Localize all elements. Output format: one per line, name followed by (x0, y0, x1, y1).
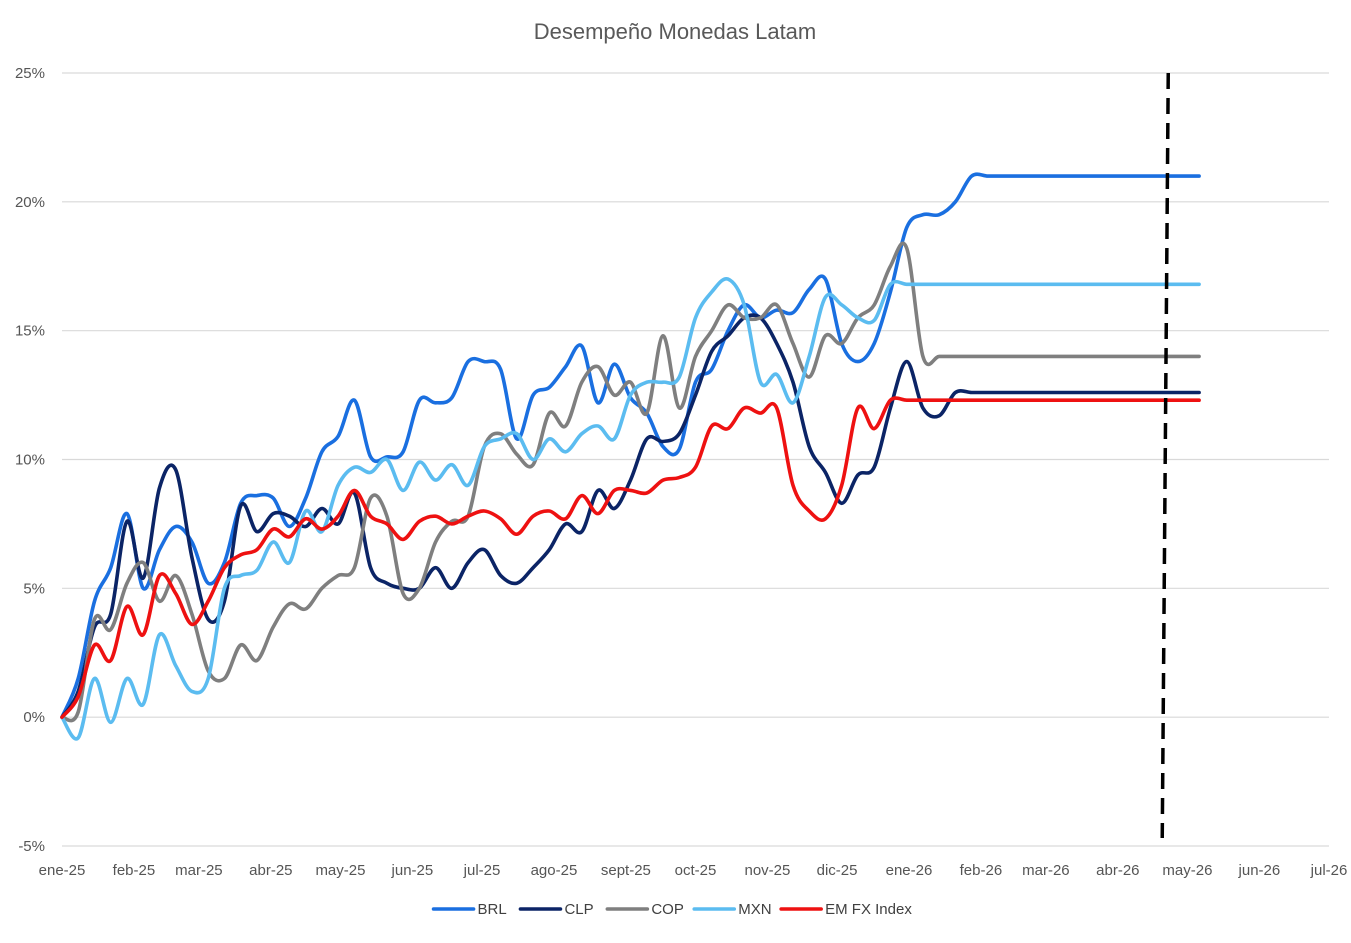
y-tick-label: 20% (15, 194, 45, 211)
series-lines (60, 172, 1201, 741)
chart-title: Desempeño Monedas Latam (534, 19, 817, 44)
x-tick-label: abr-25 (249, 862, 292, 879)
x-tick-label: feb-25 (113, 862, 156, 879)
x-axis: ene-25 feb-25 mar-25 abr-25 may-25 jun-25 jul-… (39, 862, 1348, 879)
legend-label-brl: BRL (478, 901, 507, 918)
x-tick-label: jul-26 (1310, 862, 1348, 879)
x-tick-label: abr-26 (1096, 862, 1139, 879)
x-tick-label: mar-25 (175, 862, 223, 879)
x-tick-label: sept-25 (601, 862, 651, 879)
series-line-mxn (60, 277, 1201, 741)
x-tick-label: ene-26 (886, 862, 933, 879)
x-tick-label: jun-25 (391, 862, 434, 879)
legend-label-mxn: MXN (738, 901, 771, 918)
legend: BRL CLP COP MXN EM FX Index (431, 901, 912, 918)
x-tick-label: may-25 (315, 862, 365, 879)
series-line-cop (60, 241, 1201, 723)
y-tick-label: 25% (15, 65, 45, 82)
y-tick-label: 10% (15, 452, 45, 469)
vertical-marker-line (1160, 72, 1170, 839)
x-tick-label: ene-25 (39, 862, 86, 879)
y-tick-label: 0% (23, 709, 45, 726)
x-tick-label: jul-25 (463, 862, 501, 879)
x-tick-label: nov-25 (744, 862, 790, 879)
x-tick-label: ago-25 (531, 862, 578, 879)
series-line-em-fx-index (60, 396, 1201, 719)
x-tick-label: dic-25 (817, 862, 858, 879)
x-tick-label: jun-26 (1238, 862, 1281, 879)
vertical-marker (1160, 72, 1170, 839)
y-tick-label: 5% (23, 580, 45, 597)
series-line-brl (60, 172, 1201, 719)
x-tick-label: feb-26 (960, 862, 1003, 879)
y-tick-label: -5% (18, 838, 45, 855)
y-tick-label: 15% (15, 323, 45, 340)
x-tick-label: mar-26 (1022, 862, 1070, 879)
y-axis: -5% 0% 5% 10% 15% 20% 25% (15, 65, 45, 855)
grid-lines (62, 72, 1329, 847)
series-line-clp (60, 313, 1201, 719)
x-tick-label: may-26 (1162, 862, 1212, 879)
legend-label-em-fx-index: EM FX Index (825, 901, 912, 918)
x-tick-label: oct-25 (675, 862, 717, 879)
legend-label-cop: COP (651, 901, 684, 918)
legend-label-clp: CLP (564, 901, 593, 918)
